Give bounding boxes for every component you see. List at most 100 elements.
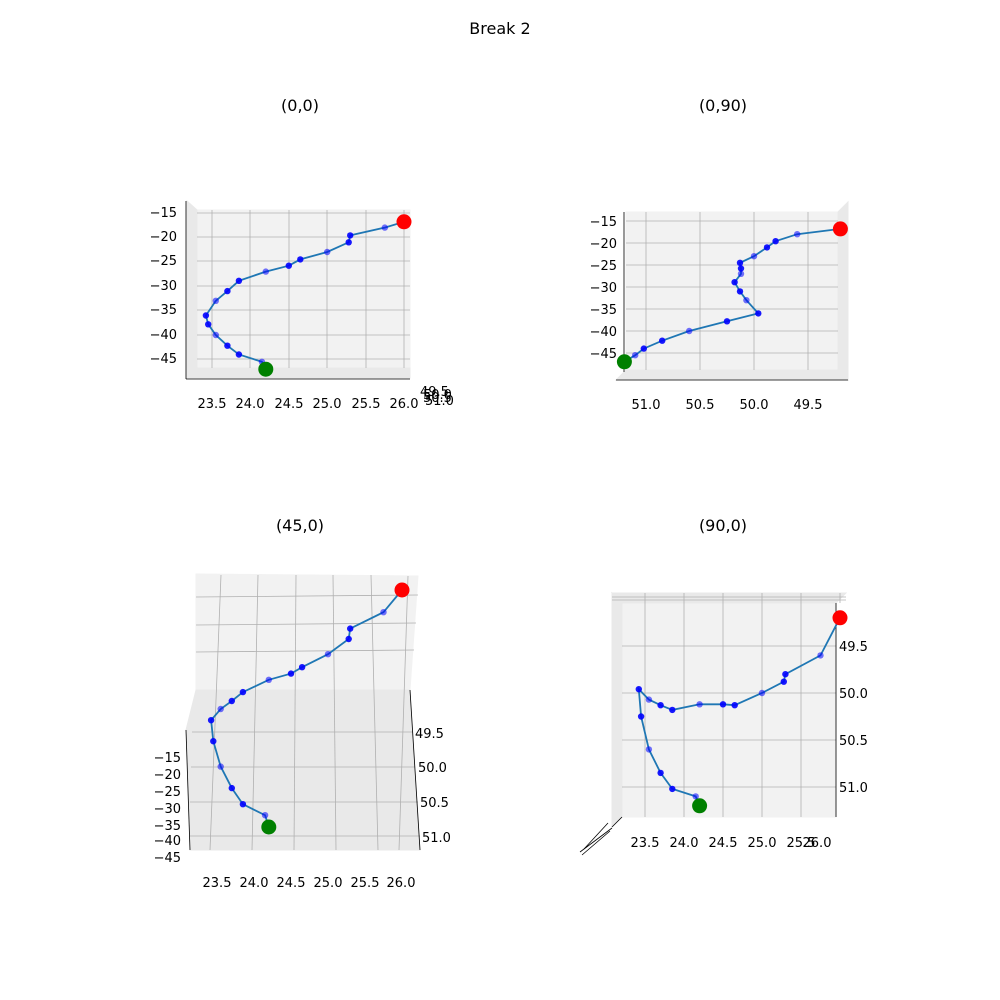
subplot-elev0-azim90: (0,90) 51.0 50.5 50.0 49.5 −15 −20 xyxy=(590,96,850,413)
x-tick-label: 25.5 xyxy=(352,397,381,412)
y-tick-label: 49.5 xyxy=(839,640,868,655)
x-tick-label: 24.5 xyxy=(275,397,304,412)
trajectory-point xyxy=(731,702,738,709)
y-tick-label: 50.5 xyxy=(686,398,715,413)
trajectory-point xyxy=(743,297,750,304)
y-tick-label: 49.5 xyxy=(794,398,823,413)
trajectory-point xyxy=(217,763,224,770)
z-tick-label: −15 xyxy=(150,206,177,221)
x-tick-label: 26.0 xyxy=(387,876,416,891)
trajectory-point xyxy=(780,678,787,685)
x-tick-label: 24.0 xyxy=(670,836,699,851)
y-tick-label: 51.0 xyxy=(839,781,868,796)
trajectory-point xyxy=(217,705,224,713)
z-tick-label: −25 xyxy=(590,259,617,274)
start-marker xyxy=(394,582,410,598)
trajectory-point xyxy=(696,701,703,708)
floor-pane xyxy=(185,367,411,379)
z-tick-labels: −15 −20 −25 −30 −35 −40 −45 xyxy=(590,215,617,362)
x-axis-line xyxy=(611,816,623,828)
z-tick-label: −20 xyxy=(150,230,177,245)
y-tick-label: 50.5 xyxy=(423,391,452,406)
trajectory-point xyxy=(262,268,269,275)
side-pane xyxy=(186,199,198,380)
end-marker xyxy=(692,798,708,814)
trajectory-point xyxy=(736,288,744,295)
floor-pane xyxy=(185,689,421,851)
trajectory-point xyxy=(657,769,664,777)
z-tick-label: −25 xyxy=(154,785,181,800)
y-tick-label: 49.5 xyxy=(420,385,449,400)
trajectory-point xyxy=(632,352,639,359)
trajectory-point xyxy=(235,351,243,358)
figure-suptitle: Break 2 xyxy=(469,19,530,38)
end-marker xyxy=(616,354,632,370)
y-tick-label: 50.0 xyxy=(423,388,452,403)
trajectory-point xyxy=(285,262,292,269)
trajectory-point xyxy=(657,702,664,709)
side-pane xyxy=(611,591,623,829)
z-axis-compressed xyxy=(579,822,613,856)
y-tick-labels: 49.5 50.0 50.5 51.0 xyxy=(415,727,451,846)
z-tick-label: −15 xyxy=(154,751,181,766)
x-tick-labels: 23.5 24.0 24.5 25.0 25.5 26.0 xyxy=(198,397,419,412)
trajectory-point xyxy=(287,670,295,677)
z-tick-label: −30 xyxy=(590,281,617,296)
trajectory-point xyxy=(817,652,824,659)
trajectory-point xyxy=(737,270,745,277)
x-tick-label: 23.5 xyxy=(198,397,227,412)
y-tick-labels: 49.5 50.0 50.5 51.0 xyxy=(839,640,868,796)
trajectory-point xyxy=(731,279,738,286)
trajectory-point xyxy=(212,331,219,339)
trajectory-point xyxy=(782,671,789,678)
trajectory-point xyxy=(224,342,231,349)
trajectory-point xyxy=(692,793,699,800)
subplot-elev0-azim0: (0,0) 23.5 24.0 24.5 25.0 25.5 26 xyxy=(150,96,454,412)
x-tick-label: 23.5 xyxy=(631,836,660,851)
trajectory-point xyxy=(637,713,645,720)
trajectory-point xyxy=(202,312,210,319)
y-tick-label: 50.5 xyxy=(420,796,449,811)
end-marker xyxy=(261,819,277,835)
subplot-title: (0,0) xyxy=(281,96,319,115)
trajectory-point xyxy=(669,785,676,793)
trajectory-point xyxy=(297,256,304,263)
trajectory-point xyxy=(645,746,653,753)
z-tick-label: −20 xyxy=(154,768,181,783)
back-pane xyxy=(625,211,839,371)
trajectory-point xyxy=(345,239,352,246)
gridlines xyxy=(626,212,838,370)
z-axis-line xyxy=(185,729,191,851)
trajectory-point xyxy=(719,701,727,708)
start-marker xyxy=(832,610,848,626)
trajectory-point xyxy=(210,738,217,745)
y-tick-label: 51.0 xyxy=(425,394,454,409)
x-tick-label: 23.5 xyxy=(203,876,232,891)
trajectory-point xyxy=(235,277,243,284)
trajectory-point xyxy=(205,321,212,328)
subplot-elev90-azim0: (90,0) 23.5 24.0 24.5 25.0 25.5 26.0 xyxy=(579,516,868,856)
z-tick-label: −40 xyxy=(590,325,617,340)
plot-area xyxy=(635,610,848,814)
subplot-title: (90,0) xyxy=(699,516,747,535)
trajectory-point xyxy=(298,664,306,671)
trajectory-point xyxy=(755,310,762,317)
z-tick-label: −25 xyxy=(150,254,177,269)
trajectory-point xyxy=(261,812,269,819)
gridlines xyxy=(612,593,846,817)
plot-area xyxy=(207,582,410,835)
floor-pane xyxy=(614,369,850,381)
trajectory-point xyxy=(207,717,215,724)
subplot-title: (45,0) xyxy=(276,516,324,535)
y-tick-label: 50.0 xyxy=(418,761,447,776)
z-tick-label: −30 xyxy=(154,802,181,817)
trajectory-point xyxy=(659,337,666,344)
y-tick-label: 51.0 xyxy=(422,831,451,846)
x-tick-label: 25.0 xyxy=(748,836,777,851)
z-tick-label: −15 xyxy=(590,215,617,230)
trajectory-point xyxy=(723,318,731,325)
trajectory-point xyxy=(750,253,758,260)
z-tick-label: −30 xyxy=(150,279,177,294)
x-tick-labels: 23.5 24.0 24.5 25.0 25.5 26.0 xyxy=(631,836,832,851)
z-tick-label: −35 xyxy=(590,303,617,318)
